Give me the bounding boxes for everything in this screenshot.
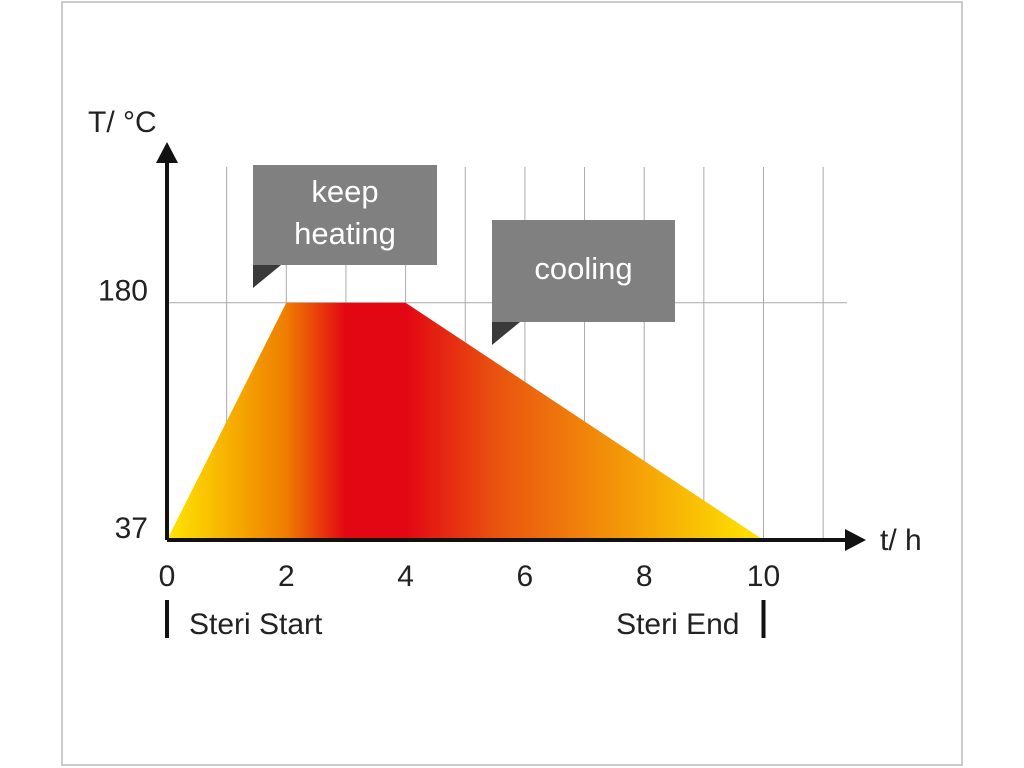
plot (167, 302, 764, 540)
callout-text: cooling (534, 251, 632, 286)
x-tick-label: 6 (517, 560, 534, 593)
area (167, 302, 764, 540)
callout-text: heating (294, 216, 396, 251)
callout-box (253, 165, 437, 265)
x-tick-label: 8 (636, 560, 653, 593)
marker-label: Steri End (616, 608, 739, 641)
axes: T/ °C t/ h (88, 106, 922, 557)
frame (61, 1, 963, 766)
x-tick-label: 2 (278, 560, 295, 593)
x-tick-label: 4 (397, 560, 414, 593)
x-tick-label: 10 (747, 560, 780, 593)
callout: keep heating (253, 165, 437, 288)
y-axis-label: T/ °C (88, 106, 157, 139)
callout-box (492, 220, 675, 322)
y-axis-arrow (156, 142, 178, 163)
labels: 37 180 0 2 4 6 8 10 Steri Start Steri End (98, 275, 780, 641)
y-tick-label: 37 (115, 512, 148, 545)
y-tick-label: 180 (98, 275, 148, 308)
x-axis-arrow (845, 529, 866, 551)
callout-tail (253, 265, 281, 288)
callout-text: keep (311, 174, 378, 209)
x-tick-label: 0 (159, 560, 176, 593)
marker-label: Steri Start (189, 608, 323, 641)
callout-tail (492, 322, 520, 345)
x-axis-label: t/ h (880, 524, 922, 557)
callout: cooling (492, 220, 675, 345)
